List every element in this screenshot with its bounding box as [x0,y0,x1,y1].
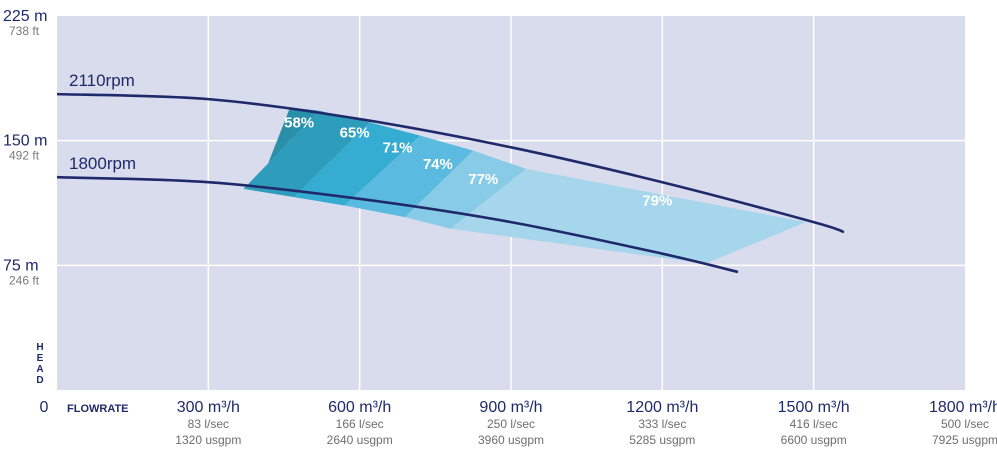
y-tick-label: 150 m [3,133,47,150]
efficiency-zone [243,110,370,198]
speed-curve [56,92,845,234]
x-zero-label: 0 [40,399,49,416]
x-tick-sublabel: 2640 usgpm [327,433,393,447]
curve-label: 1800rpm [69,154,136,173]
x-tick-label: 1500 m³/h [778,399,850,416]
x-tick-label: 1200 m³/h [626,399,698,416]
x-tick-sublabel: 500 l/sec [941,417,989,431]
y-tick-sublabel: 246 ft [9,273,40,287]
x-tick-sublabel: 166 l/sec [336,417,384,431]
efficiency-label: 74% [423,156,453,173]
x-tick-label: 900 m³/h [479,399,542,416]
y-tick-sublabel: 492 ft [9,149,40,163]
curve-labels: 2110rpm 1800rpm [69,71,136,173]
efficiency-label: 71% [382,139,412,156]
y-tick-label: 225 m [3,8,47,25]
efficiency-zone [344,135,474,218]
x-tick-label: 300 m³/h [177,399,240,416]
efficiency-label: 58% [284,114,314,131]
speed-curve [56,175,739,274]
efficiency-zones [243,107,807,264]
y-tick-label: 75 m [3,257,39,274]
x-tick-sublabel: 7925 usgpm [932,433,997,447]
x-tick-sublabel: 1320 usgpm [175,433,241,447]
efficiency-zone [294,122,421,206]
y-axis-title-letter: D [36,375,43,386]
x-tick-label: 600 m³/h [328,399,391,416]
efficiency-label: 77% [468,171,498,188]
x-tick-label: 1800 m³/h [929,399,997,416]
y-axis-title-letter: H [36,342,43,353]
efficiency-label: 65% [340,124,370,141]
x-axis: 0 FLOWRATE 300 m³/h83 l/sec 1320 usgpm 600 m… [40,399,997,447]
curve-label: 2110rpm [69,71,135,90]
y-axis-title-letter: E [37,353,44,364]
y-axis-title-letter: A [36,364,43,375]
efficiency-zone [450,168,807,264]
x-tick-sublabel: 6600 usgpm [781,433,847,447]
x-tick-sublabel: 5285 usgpm [629,433,695,447]
x-tick-sublabel: 333 l/sec [638,417,686,431]
efficiency-zone [243,107,320,189]
x-tick-sublabel: 3960 usgpm [478,433,544,447]
speed-curves [56,92,845,274]
x-tick-sublabel: 83 l/sec [188,417,229,431]
y-tick-sublabel: 738 ft [9,24,40,38]
x-tick-sublabel: 250 l/sec [487,417,535,431]
x-tick-sublabel: 416 l/sec [790,417,838,431]
efficiency-label: 79% [642,193,672,210]
efficiency-labels: 58% 65% 71% 74% 77% 79% [284,114,672,209]
x-axis-title: FLOWRATE [67,403,129,415]
